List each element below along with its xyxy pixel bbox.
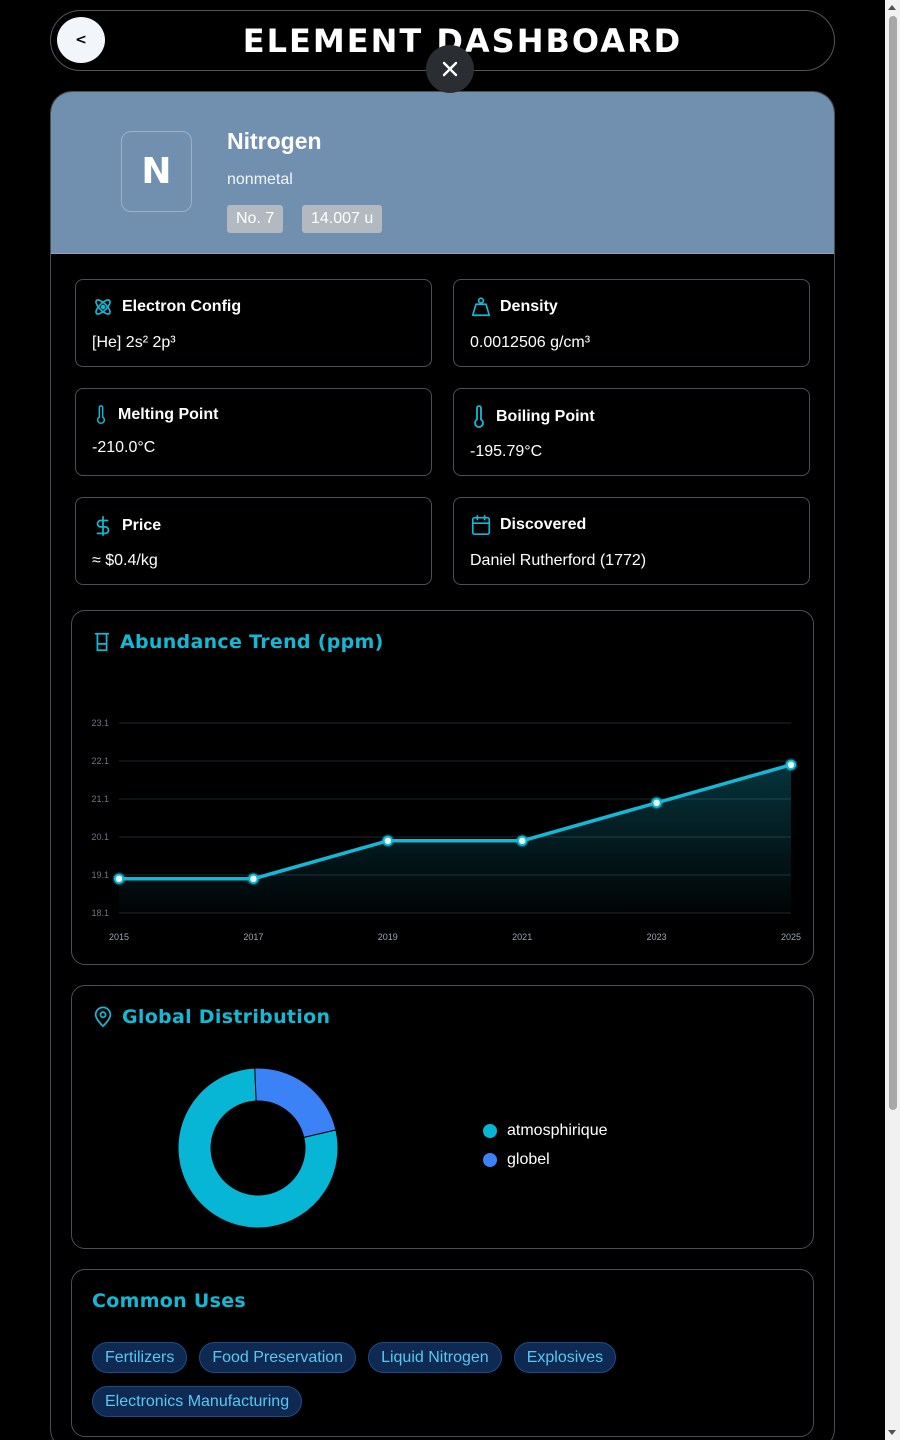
uses-title-text: Common Uses <box>92 1290 247 1312</box>
data-point[interactable] <box>650 796 664 810</box>
property-card-density: Density 0.0012506 g/cm³ <box>453 279 810 367</box>
x-tick-label: 2019 <box>378 932 398 942</box>
thermometer-icon <box>474 405 484 428</box>
property-label: Discovered <box>500 516 587 533</box>
x-tick-label: 2021 <box>512 932 532 942</box>
close-button[interactable] <box>426 45 474 93</box>
x-tick-label: 2025 <box>781 932 801 942</box>
y-tick-label: 23.1 <box>91 718 109 728</box>
uses-section: Common Uses Fertilizers Food Preservation… <box>71 1269 814 1437</box>
distribution-section: Global Distribution atmosphirique globel <box>71 985 814 1249</box>
legend-item: globel <box>483 1145 608 1174</box>
data-point[interactable] <box>112 872 126 886</box>
element-name: Nitrogen <box>227 128 322 154</box>
element-symbol: N <box>121 131 192 212</box>
y-tick-label: 20.1 <box>91 832 109 842</box>
back-button[interactable]: < <box>57 17 105 63</box>
x-tick-label: 2015 <box>109 932 129 942</box>
property-label: Boiling Point <box>496 408 595 425</box>
use-tag[interactable]: Explosives <box>513 1342 617 1373</box>
property-card-electron-config: Electron Config [He] 2s² 2p³ <box>75 279 432 367</box>
uses-title: Common Uses <box>92 1290 246 1312</box>
abundance-section: Abundance Trend (ppm) 18.1 19.1 20.1 21.1 22… <box>71 610 814 965</box>
use-tag[interactable]: Liquid Nitrogen <box>368 1342 502 1373</box>
use-tag[interactable]: Food Preservation <box>199 1342 357 1373</box>
distribution-legend: atmosphirique globel <box>483 1116 608 1174</box>
x-tick-label: 2023 <box>647 932 667 942</box>
distribution-chart <box>177 1067 339 1229</box>
legend-label: globel <box>507 1150 550 1168</box>
data-point[interactable] <box>246 872 260 886</box>
property-card-melting-point: Melting Point -210.0°C <box>75 388 432 476</box>
property-label: Electron Config <box>122 298 242 315</box>
legend-swatch <box>483 1123 497 1138</box>
close-icon <box>442 61 458 77</box>
abundance-area <box>119 764 791 913</box>
uses-tag-list: Fertilizers Food Preservation Liquid Nitro… <box>92 1342 792 1417</box>
y-tick-label: 18.1 <box>91 908 109 918</box>
map-pin-icon <box>94 1006 112 1028</box>
property-value: ≈ $0.4/kg <box>92 552 158 569</box>
scrollbar-thumb[interactable] <box>889 16 897 1110</box>
atomic-number-badge: No. 7 <box>227 205 284 233</box>
donut-slice-globel[interactable] <box>254 1067 337 1138</box>
property-label: Price <box>122 517 162 534</box>
y-tick-label: 21.1 <box>91 794 109 804</box>
element-card: N Nitrogen nonmetal No. 7 14.007 u Elect… <box>50 91 835 1440</box>
property-label: Density <box>500 298 558 315</box>
use-tag[interactable]: Fertilizers <box>92 1342 188 1373</box>
property-card-price: Price ≈ $0.4/kg <box>75 497 432 585</box>
page-scrollbar[interactable] <box>885 0 900 1440</box>
element-category: nonmetal <box>227 171 293 188</box>
data-point[interactable] <box>515 834 529 848</box>
abundance-title-text: Abundance Trend (ppm) <box>120 631 384 653</box>
legend-item: atmosphirique <box>483 1116 608 1145</box>
atomic-mass-badge: 14.007 u <box>302 205 383 233</box>
property-value: 0.0012506 g/cm³ <box>470 334 591 351</box>
abundance-chart: 18.1 19.1 20.1 21.1 22.1 23.1 2015 2017 2019 2021… <box>91 718 801 942</box>
distribution-title: Global Distribution <box>92 1006 330 1028</box>
use-tag[interactable]: Electronics Manufacturing <box>92 1386 303 1417</box>
atom-icon <box>95 299 111 315</box>
property-value: -195.79°C <box>470 443 543 460</box>
dollar-icon <box>96 515 110 537</box>
x-tick-label: 2017 <box>243 932 263 942</box>
property-label: Melting Point <box>118 406 219 423</box>
element-hero: N Nitrogen nonmetal No. 7 14.007 u <box>51 92 834 254</box>
scroll-down-arrow-icon[interactable] <box>888 1430 896 1435</box>
abundance-title: Abundance Trend (ppm) <box>92 631 384 653</box>
calendar-icon <box>471 515 491 535</box>
data-point[interactable] <box>784 758 798 772</box>
beaker-icon <box>94 632 110 652</box>
y-tick-label: 19.1 <box>91 870 109 880</box>
property-card-boiling-point: Boiling Point -195.79°C <box>453 388 810 476</box>
data-point[interactable] <box>381 834 395 848</box>
abundance-line <box>119 763 792 881</box>
donut-slice-atmosphirique[interactable] <box>177 1067 339 1229</box>
scroll-up-arrow-icon[interactable] <box>888 5 896 10</box>
thermometer-icon <box>96 405 106 425</box>
property-value: [He] 2s² 2p³ <box>92 334 176 351</box>
weight-icon <box>471 297 491 317</box>
property-value: -210.0°C <box>92 439 156 456</box>
legend-label: atmosphirique <box>507 1121 608 1139</box>
legend-swatch <box>483 1152 497 1167</box>
property-value: Daniel Rutherford (1772) <box>470 552 647 569</box>
distribution-title-text: Global Distribution <box>122 1006 331 1028</box>
y-tick-label: 22.1 <box>91 756 109 766</box>
property-card-discovered: Discovered Daniel Rutherford (1772) <box>453 497 810 585</box>
